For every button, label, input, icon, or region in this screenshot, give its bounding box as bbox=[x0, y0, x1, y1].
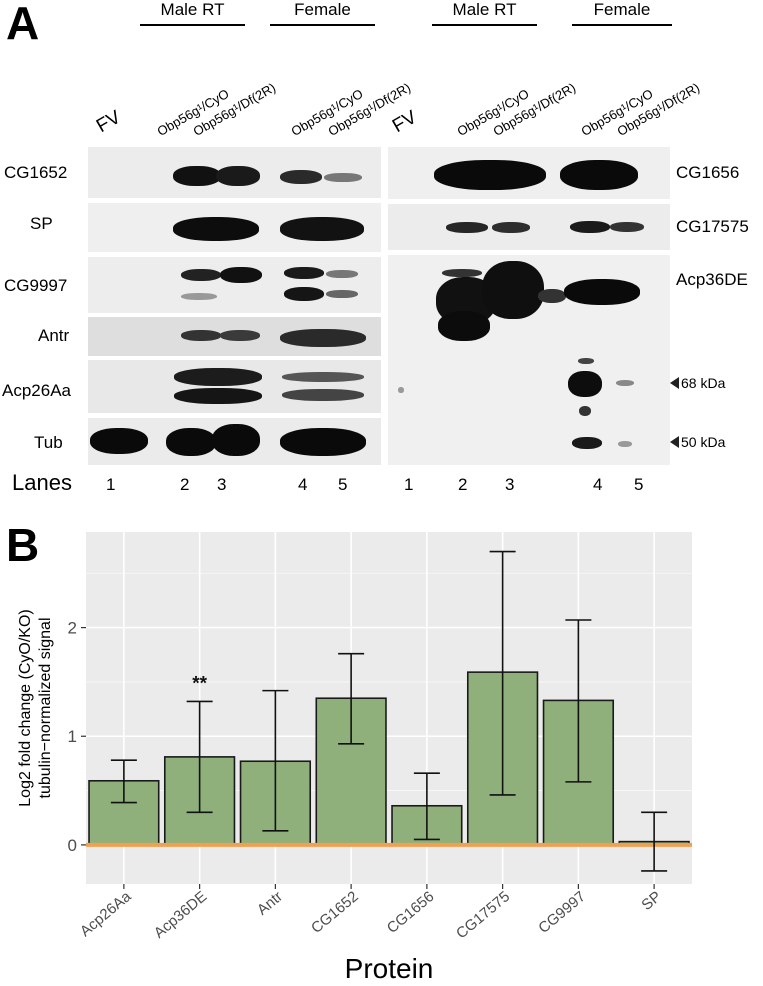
x-tick-label: SP bbox=[638, 888, 664, 914]
lane-number: 5 bbox=[634, 475, 644, 494]
marker-arrow-icon bbox=[670, 436, 679, 448]
lanes-label: Lanes bbox=[12, 470, 72, 495]
x-tick-label: Antr bbox=[254, 888, 286, 919]
y-tick-label: 0 bbox=[68, 836, 77, 855]
y-axis-title: tubulin−normalized signal bbox=[37, 618, 54, 799]
lane-number: 5 bbox=[338, 475, 348, 494]
row-label-sp: SP bbox=[30, 214, 53, 233]
blot-strip-acp26aa bbox=[88, 360, 381, 413]
lane-number: 4 bbox=[593, 475, 603, 494]
y-tick-label: 1 bbox=[68, 727, 77, 746]
row-label-tub: Tub bbox=[34, 433, 63, 452]
row-label-cg1652: CG1652 bbox=[4, 163, 68, 182]
marker-68kda: 68 kDa bbox=[670, 375, 725, 391]
x-tick-label: Acp26Aa bbox=[77, 888, 135, 941]
blot-strip-cg1656 bbox=[388, 147, 670, 199]
marker-arrow-icon bbox=[670, 377, 679, 389]
significance-annotation: ** bbox=[192, 673, 207, 694]
blot-strip-cg9997 bbox=[88, 257, 381, 313]
blot-strip-tub bbox=[88, 418, 381, 465]
x-tick-label: CG1656 bbox=[384, 888, 438, 937]
row-label-antr: Antr bbox=[38, 326, 70, 345]
row-label-acp26aa: Acp26Aa bbox=[2, 381, 71, 400]
lane-number: 2 bbox=[458, 475, 468, 494]
panel-a-letter: A bbox=[6, 0, 40, 49]
lane-number: 4 bbox=[298, 475, 308, 494]
group-label-female-left: Female bbox=[294, 0, 351, 19]
lane-number: 1 bbox=[404, 475, 414, 494]
x-tick-label: CG9997 bbox=[535, 888, 589, 937]
x-tick-label: CG17575 bbox=[453, 888, 513, 942]
row-label-cg9997: CG9997 bbox=[4, 276, 68, 295]
group-label-male-right: Male RT bbox=[452, 0, 517, 19]
blot-strip-antr bbox=[88, 317, 381, 356]
x-axis-title: Protein bbox=[345, 953, 434, 984]
group-label-male-left: Male RT bbox=[160, 0, 225, 19]
group-underline bbox=[270, 24, 375, 26]
row-label-cg17575: CG17575 bbox=[676, 217, 749, 236]
marker-50kda: 50 kDa bbox=[670, 434, 725, 450]
y-tick-label: 2 bbox=[68, 619, 77, 638]
row-label-cg1656: CG1656 bbox=[676, 163, 740, 182]
x-tick-label: CG1652 bbox=[308, 888, 362, 937]
y-axis-title: Log2 fold change (CyO/KO) bbox=[17, 609, 34, 806]
group-underline bbox=[432, 24, 537, 26]
lane-number: 1 bbox=[106, 475, 116, 494]
group-underline bbox=[140, 24, 245, 26]
blot-strip-cg1652 bbox=[88, 147, 381, 198]
lane-number: 3 bbox=[217, 475, 227, 494]
blot-strip-acp36de bbox=[388, 255, 670, 465]
blot-strip-sp bbox=[88, 203, 381, 252]
lane-number: 2 bbox=[180, 475, 190, 494]
panel-b-letter: B bbox=[6, 519, 40, 571]
blot-strip-cg17575 bbox=[388, 204, 670, 250]
row-label-acp36de: Acp36DE bbox=[676, 270, 748, 289]
group-label-female-right: Female bbox=[593, 0, 651, 19]
x-tick-label: Acp36DE bbox=[151, 888, 210, 942]
group-underline bbox=[572, 24, 672, 26]
lane-number: 3 bbox=[505, 475, 515, 494]
